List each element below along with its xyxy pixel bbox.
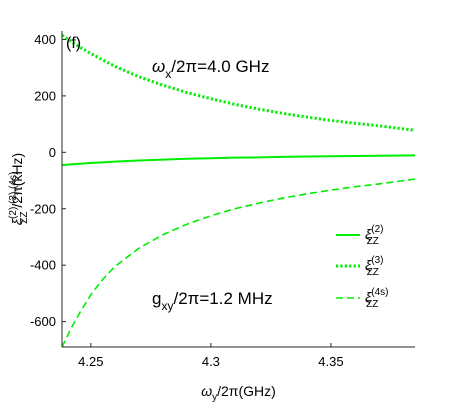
- plot-area: [62, 31, 415, 347]
- legend-label-s2: ξ(2) ZZ: [365, 224, 384, 247]
- y-tick-label: 200: [34, 88, 56, 103]
- x-axis-label: ωy/2π(GHz): [201, 383, 276, 403]
- y-tick-label: -200: [30, 201, 56, 216]
- series-line-s4: [62, 178, 415, 347]
- plot-background: [62, 31, 415, 347]
- y-tick-label: 0: [49, 145, 56, 160]
- legend-label-s4: ξ(4s) ZZ: [365, 287, 389, 310]
- x-tick-label: 4.35: [318, 354, 343, 369]
- series-line-s2: [62, 154, 415, 167]
- legend: ξ(2) ZZ ξ(3) ZZ ξ(4s) ZZ: [336, 224, 389, 310]
- labels-layer: (f) ωx/2π=4.0 GHz gxy/2π=1.2 MHz ωy/2π(GHz)…: [8, 35, 276, 403]
- annotation-gxy: gxy/2π=1.2 MHz: [152, 289, 273, 313]
- y-axis-label: ξ(2),(3),(4s)ZZ /2π(kHz): [8, 153, 30, 225]
- panel-label: (f): [66, 35, 81, 52]
- y-tick-label: -400: [30, 258, 56, 273]
- series-layer: [62, 33, 415, 347]
- x-tick-label: 4.3: [202, 354, 220, 369]
- y-tick-label: 400: [34, 32, 56, 47]
- x-tick-label: 4.25: [78, 354, 103, 369]
- legend-label-s3: ξ(3) ZZ: [365, 255, 384, 278]
- y-tick-label: -600: [30, 314, 56, 329]
- axes-layer: 4.25 4.3 4.35 -600 -400 -200 0 200 400: [30, 31, 415, 369]
- annotation-wx: ωx/2π=4.0 GHz: [152, 57, 269, 81]
